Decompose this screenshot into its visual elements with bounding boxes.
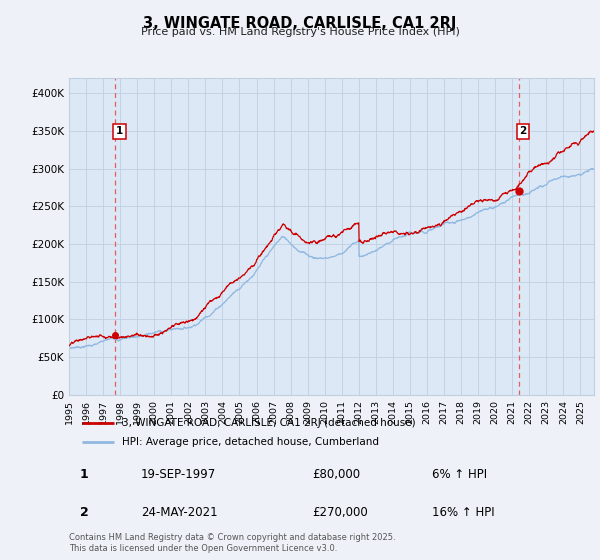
Text: 1: 1 xyxy=(80,468,88,481)
Text: 19-SEP-1997: 19-SEP-1997 xyxy=(141,468,216,481)
Text: 6% ↑ HPI: 6% ↑ HPI xyxy=(432,468,487,481)
Text: 2: 2 xyxy=(520,126,527,136)
Text: 24-MAY-2021: 24-MAY-2021 xyxy=(141,506,218,519)
Text: Price paid vs. HM Land Registry's House Price Index (HPI): Price paid vs. HM Land Registry's House … xyxy=(140,27,460,37)
Text: 2: 2 xyxy=(80,506,88,519)
Text: 3, WINGATE ROAD, CARLISLE, CA1 2RJ (detached house): 3, WINGATE ROAD, CARLISLE, CA1 2RJ (deta… xyxy=(121,418,415,428)
Text: 16% ↑ HPI: 16% ↑ HPI xyxy=(432,506,494,519)
Text: £270,000: £270,000 xyxy=(312,506,368,519)
Text: HPI: Average price, detached house, Cumberland: HPI: Average price, detached house, Cumb… xyxy=(121,437,379,447)
Text: Contains HM Land Registry data © Crown copyright and database right 2025.
This d: Contains HM Land Registry data © Crown c… xyxy=(69,533,395,553)
Text: 1: 1 xyxy=(116,126,123,136)
Text: £80,000: £80,000 xyxy=(312,468,360,481)
Text: 3, WINGATE ROAD, CARLISLE, CA1 2RJ: 3, WINGATE ROAD, CARLISLE, CA1 2RJ xyxy=(143,16,457,31)
